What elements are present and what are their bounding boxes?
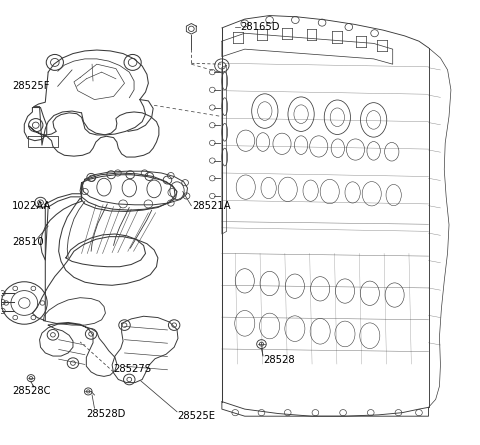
Text: 28521A: 28521A [192,201,231,210]
Text: 28528: 28528 [263,356,295,365]
Text: 28527S: 28527S [114,364,152,374]
Text: 28525F: 28525F [12,81,49,91]
Text: 1022AA: 1022AA [12,201,51,210]
Text: 28510: 28510 [12,237,44,247]
Text: 28528D: 28528D [86,409,126,419]
Text: 28165D: 28165D [240,22,279,32]
Text: 28528C: 28528C [12,386,50,396]
Text: 28525E: 28525E [177,411,215,421]
